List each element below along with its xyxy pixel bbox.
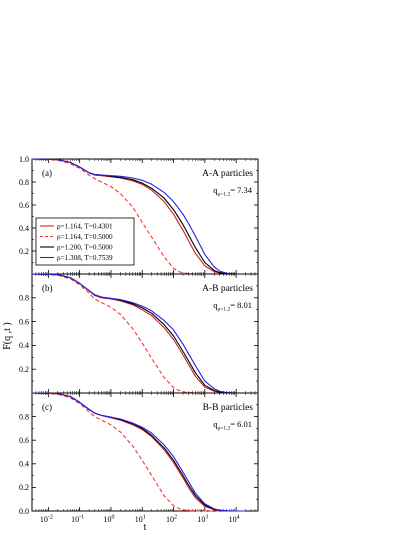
q-subscript: ρ=1.2 bbox=[217, 307, 230, 313]
y-tick-label: 0.6 bbox=[19, 436, 29, 445]
x-tick-label: 10-1 bbox=[71, 515, 84, 525]
chart-legend: ρ=1.164, T=0.4301 ρ=1.164, T=0.5000 ρ=1.20… bbox=[35, 217, 135, 266]
q-value: = 6.01 bbox=[230, 419, 252, 429]
panel-2: 0.2 0.4 0.6 0.8 (b) A-B particles qρ=1.2= 8.01 bbox=[19, 273, 259, 394]
legend-entry: ρ=1.164, T=0.5000 bbox=[57, 233, 113, 241]
q-subscript: ρ=1.2 bbox=[217, 426, 230, 432]
x-tick-exponent: 0 bbox=[111, 515, 114, 521]
y-tick-label: 0.4 bbox=[19, 460, 29, 469]
x-tick-exponent: 4 bbox=[237, 515, 240, 521]
panel-label: (a) bbox=[42, 168, 52, 178]
x-tick-label: 104 bbox=[229, 515, 240, 525]
y-tick-label: 0.8 bbox=[19, 412, 29, 421]
panel-title: A-B particles bbox=[202, 284, 253, 294]
x-tick-exponent: 1 bbox=[143, 515, 146, 521]
panel-label: (b) bbox=[42, 283, 53, 293]
x-tick-exponent: 2 bbox=[174, 515, 177, 521]
series-line bbox=[31, 273, 246, 394]
series-line bbox=[31, 273, 227, 394]
y-tick-label: 0.2 bbox=[19, 365, 29, 374]
x-tick-exponent: -1 bbox=[79, 515, 84, 521]
panel-3: 0.00.20.40.60.810-2 10-1 100 101 102 103 104(c… bbox=[19, 392, 259, 525]
q-annotation: qρ=1.2= 8.01 bbox=[213, 300, 252, 313]
series-line bbox=[31, 392, 246, 512]
x-tick-label: 102 bbox=[166, 515, 177, 525]
x-tick-label: 10-2 bbox=[40, 515, 53, 525]
y-axis-label: F(q ,t ) bbox=[2, 322, 13, 350]
panel-label: (c) bbox=[42, 402, 52, 412]
x-axis-label: t bbox=[144, 522, 147, 533]
panel-title: B-B particles bbox=[203, 403, 254, 413]
x-tick-exponent: 3 bbox=[205, 515, 208, 521]
legend-entry: ρ=1.200, T=0.5000 bbox=[57, 244, 113, 252]
panel-title: A-A particles bbox=[202, 169, 253, 179]
q-value: = 7.34 bbox=[230, 185, 253, 195]
y-tick-label: 0.6 bbox=[19, 317, 29, 326]
y-tick-label: 0.8 bbox=[19, 178, 29, 187]
y-tick-label: 0.8 bbox=[19, 294, 29, 303]
x-tick-exponent: -2 bbox=[48, 515, 53, 521]
legend-entry: ρ=1.308, T=0.7539 bbox=[57, 254, 113, 262]
q-annotation: qρ=1.2= 7.34 bbox=[213, 185, 253, 198]
series-line bbox=[31, 158, 246, 275]
y-tick-label: 0.4 bbox=[19, 224, 29, 233]
y-tick-label: 0.4 bbox=[19, 341, 29, 350]
q-annotation: qρ=1.2= 6.01 bbox=[213, 419, 252, 432]
legend-entry: ρ=1.164, T=0.4301 bbox=[57, 223, 113, 231]
y-tick-label: 0.2 bbox=[19, 483, 29, 492]
q-value: = 8.01 bbox=[230, 300, 252, 310]
panel-1: 0.2 0.4 0.6 0.8 1.0 (a) A-A particles qρ=1.2= 7… bbox=[19, 155, 259, 275]
y-tick-label: 0.0 bbox=[19, 507, 29, 516]
chart-panels: 0.2 0.4 0.6 0.8 1.0 (a) A-A particles qρ=1.2= 7… bbox=[19, 155, 259, 525]
y-tick-label: 0.2 bbox=[19, 247, 29, 256]
x-tick-label: 101 bbox=[135, 515, 146, 525]
y-tick-label: 0.6 bbox=[19, 201, 29, 210]
series-line bbox=[31, 392, 227, 512]
q-subscript: ρ=1.2 bbox=[217, 192, 230, 198]
x-tick-label: 100 bbox=[103, 515, 114, 525]
y-tick-label: 1.0 bbox=[19, 155, 29, 164]
x-tick-label: 103 bbox=[197, 515, 208, 525]
